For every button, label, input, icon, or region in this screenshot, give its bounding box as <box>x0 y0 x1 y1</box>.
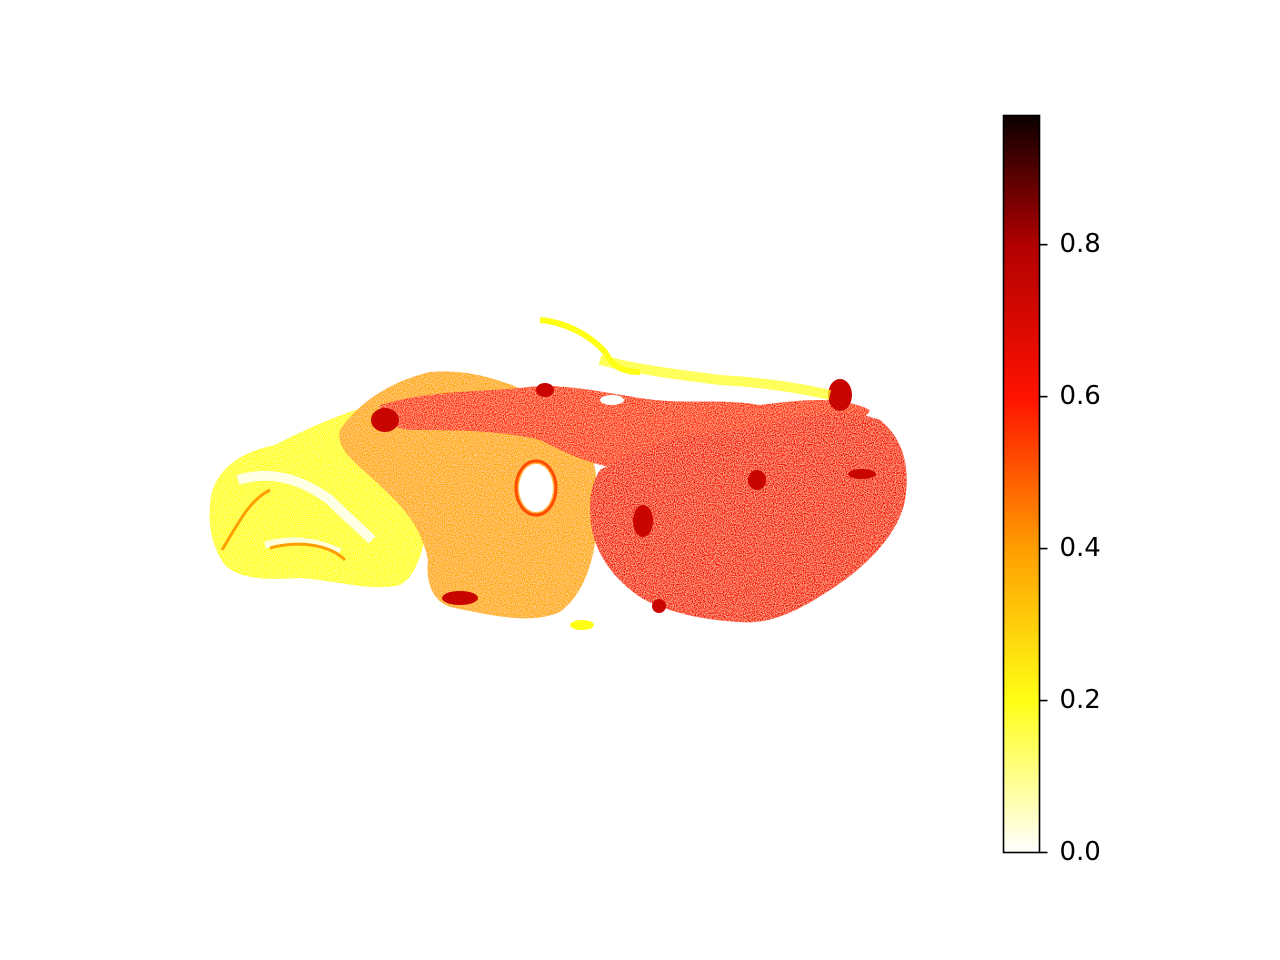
dark-blob <box>848 469 876 479</box>
colorbar-gradient <box>1002 114 1041 854</box>
colorbar-ticks: 0.0 0.2 0.4 0.6 0.8 <box>1039 229 1101 867</box>
left-lobe-fissure-2 <box>264 537 342 556</box>
top-strand <box>598 355 832 400</box>
dark-blob <box>748 470 766 490</box>
region-right-lobe <box>590 413 907 623</box>
colorbar: 0.0 0.2 0.4 0.6 0.8 <box>1002 114 1101 867</box>
dark-blob <box>371 408 399 432</box>
tissue-heatmap-image <box>209 317 907 630</box>
dark-blob <box>536 383 554 397</box>
colorbar-tick-label: 0.8 <box>1060 229 1101 259</box>
tissue-hole-rim <box>514 459 558 517</box>
bottom-fragment <box>570 620 594 630</box>
tissue-hole-small <box>600 395 624 405</box>
dark-blob <box>652 599 666 613</box>
tissue-hole <box>519 464 553 512</box>
dark-blob <box>828 379 852 411</box>
colorbar-tick-label: 0.6 <box>1060 381 1101 411</box>
colorbar-tick-label: 0.0 <box>1060 837 1101 867</box>
colorbar-tick-label: 0.4 <box>1060 533 1101 563</box>
colorbar-tick-label: 0.2 <box>1060 685 1101 715</box>
dark-blob <box>633 505 653 537</box>
dark-blob <box>442 591 478 605</box>
left-lobe-edge-line <box>220 488 347 562</box>
left-lobe-fissure <box>236 470 376 544</box>
